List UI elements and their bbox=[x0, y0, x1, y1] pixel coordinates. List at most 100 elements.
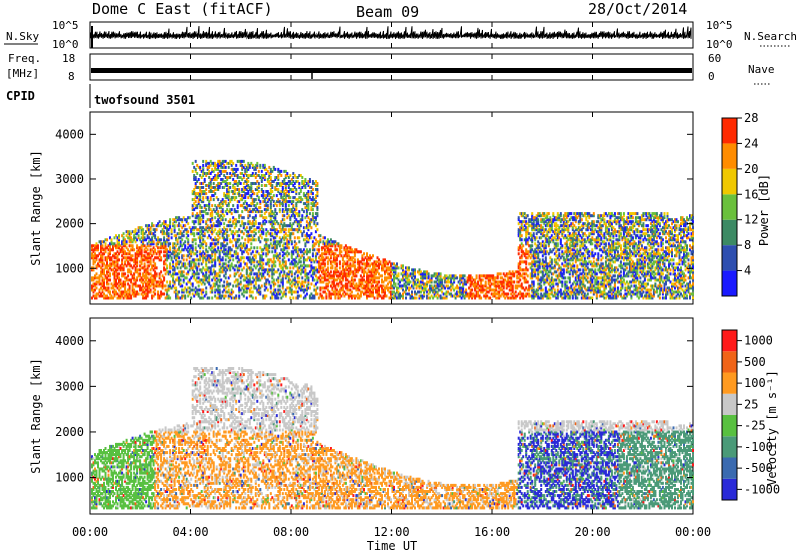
heatmap-cell bbox=[183, 270, 185, 273]
heatmap-cell bbox=[471, 289, 473, 292]
heatmap-cell bbox=[97, 244, 99, 247]
heatmap-cell bbox=[205, 291, 207, 294]
nsearch-tick-top: 10^5 bbox=[706, 19, 733, 32]
heatmap-cell bbox=[279, 252, 281, 255]
heatmap-cell bbox=[253, 246, 255, 249]
heatmap-cell bbox=[207, 196, 209, 199]
heatmap-cell bbox=[330, 270, 332, 273]
heatmap-cell bbox=[279, 285, 281, 288]
heatmap-cell bbox=[169, 270, 171, 273]
heatmap-cell bbox=[132, 244, 134, 247]
heatmap-cell bbox=[306, 293, 308, 296]
heatmap-cell bbox=[304, 178, 306, 181]
heatmap-cell bbox=[276, 212, 278, 215]
heatmap-cell bbox=[102, 244, 104, 247]
heatmap-cell bbox=[202, 289, 204, 292]
heatmap-cell bbox=[166, 281, 168, 284]
heatmap-cell bbox=[226, 228, 228, 231]
heatmap-cell bbox=[169, 297, 171, 300]
heatmap-cell bbox=[243, 216, 245, 219]
heatmap-cell bbox=[169, 281, 171, 284]
heatmap-cell bbox=[310, 226, 312, 229]
nave-tick-bottom: 0 bbox=[708, 70, 715, 83]
heatmap-cell bbox=[250, 242, 252, 245]
heatmap-cell bbox=[402, 264, 404, 267]
heatmap-cell bbox=[202, 186, 204, 189]
heatmap-cell bbox=[480, 297, 482, 300]
heatmap-cell bbox=[163, 276, 165, 279]
heatmap-cell bbox=[142, 228, 144, 231]
heatmap-cell bbox=[237, 279, 239, 282]
heatmap-cell bbox=[220, 222, 222, 225]
heatmap-cell bbox=[226, 172, 228, 175]
heatmap-cell bbox=[172, 260, 174, 263]
heatmap-cell bbox=[274, 208, 276, 211]
heatmap-cell bbox=[229, 186, 231, 189]
freq-tick-bottom: 8 bbox=[68, 70, 75, 83]
heatmap-cell bbox=[286, 172, 288, 175]
heatmap-cell bbox=[291, 270, 293, 273]
heatmap-cell bbox=[319, 238, 321, 241]
heatmap-cell bbox=[213, 198, 215, 201]
heatmap-cell bbox=[118, 258, 120, 261]
heatmap-cell bbox=[380, 260, 382, 263]
heatmap-cell bbox=[205, 208, 207, 211]
heatmap-cell bbox=[187, 234, 189, 237]
heatmap-cell bbox=[207, 250, 209, 253]
heatmap-cell bbox=[398, 272, 400, 275]
heatmap-cell bbox=[325, 293, 327, 296]
heatmap-cell bbox=[411, 291, 413, 294]
heatmap-cell bbox=[264, 164, 266, 167]
heatmap-cell bbox=[522, 244, 524, 247]
nave-label: Nave bbox=[748, 63, 775, 76]
nsky-trace-line bbox=[91, 26, 691, 39]
heatmap-cell bbox=[211, 297, 213, 300]
heatmap-cell bbox=[217, 210, 219, 213]
heatmap-cell bbox=[169, 246, 171, 249]
heatmap-cell bbox=[310, 236, 312, 239]
heatmap-cell bbox=[205, 242, 207, 245]
nsearch-tick-bottom: 10^0 bbox=[706, 38, 733, 51]
freq-trace bbox=[91, 68, 692, 73]
heatmap-cell bbox=[288, 246, 290, 249]
heatmap-cell bbox=[202, 164, 204, 167]
heatmap-cell bbox=[127, 274, 129, 277]
heatmap-cell bbox=[229, 283, 231, 286]
heatmap-cell bbox=[204, 283, 206, 286]
heatmap-cell bbox=[234, 268, 236, 271]
heatmap-cell bbox=[270, 176, 272, 179]
heatmap-cell bbox=[229, 274, 231, 277]
heatmap-cell bbox=[285, 228, 287, 231]
heatmap-cell bbox=[294, 276, 296, 279]
power-cells bbox=[91, 160, 694, 300]
heatmap-cell bbox=[292, 204, 294, 207]
heatmap-cell bbox=[476, 274, 478, 277]
heatmap-cell bbox=[187, 222, 189, 225]
heatmap-cell bbox=[265, 184, 267, 187]
heatmap-cell bbox=[267, 238, 269, 241]
heatmap-cell bbox=[351, 291, 353, 294]
heatmap-cell bbox=[312, 192, 314, 195]
heatmap-cell bbox=[238, 234, 240, 237]
heatmap-cell bbox=[292, 297, 294, 300]
heatmap-cell bbox=[232, 291, 234, 294]
heatmap-cell bbox=[303, 285, 305, 288]
heatmap-cell bbox=[237, 168, 239, 171]
heatmap-cell bbox=[262, 190, 264, 193]
cpid-value: twofsound 3501 bbox=[94, 93, 195, 107]
heatmap-cell bbox=[309, 248, 311, 251]
heatmap-cell bbox=[276, 204, 278, 207]
nsearch-label: N.Search bbox=[744, 30, 797, 43]
heatmap-cell bbox=[223, 222, 225, 225]
heatmap-cell bbox=[214, 216, 216, 219]
heatmap-cell bbox=[144, 262, 146, 265]
heatmap-cell bbox=[208, 297, 210, 300]
heatmap-cell bbox=[395, 283, 397, 286]
heatmap-cell bbox=[198, 272, 200, 275]
heatmap-cell bbox=[192, 244, 194, 247]
heatmap-cell bbox=[192, 170, 194, 173]
heatmap-cell bbox=[268, 250, 270, 253]
heatmap-cell bbox=[336, 262, 338, 265]
heatmap-cell bbox=[222, 208, 224, 211]
heatmap-cell bbox=[199, 166, 201, 169]
